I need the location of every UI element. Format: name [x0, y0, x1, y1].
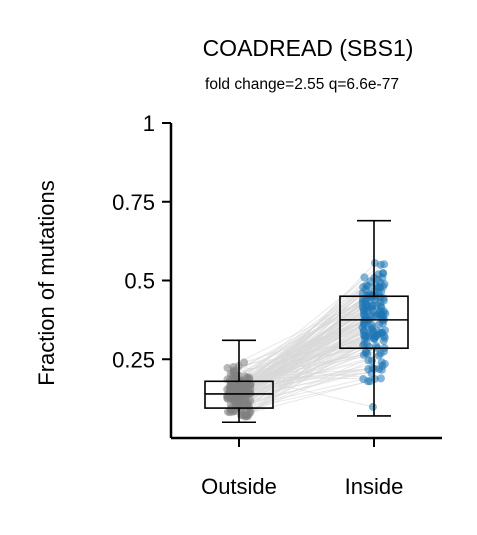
- point-inside: [368, 402, 377, 411]
- point-outside: [245, 381, 254, 390]
- point-inside: [364, 282, 373, 291]
- point-inside: [362, 339, 371, 348]
- data-points: [223, 259, 390, 421]
- y-tick-label: 0.25: [112, 347, 155, 372]
- pair-line: [248, 292, 379, 408]
- pair-line: [240, 337, 385, 411]
- pair-line: [247, 309, 369, 416]
- point-inside: [374, 351, 383, 360]
- point-inside: [358, 289, 367, 298]
- x-tick-label: Inside: [345, 474, 404, 499]
- point-inside: [369, 301, 378, 310]
- pair-line: [244, 378, 364, 408]
- y-axis-label: Fraction of mutations: [34, 180, 59, 385]
- pair-line: [246, 301, 366, 390]
- point-inside: [360, 319, 369, 328]
- pair-line: [240, 295, 376, 390]
- point-inside: [374, 288, 383, 297]
- box-iqr: [339, 295, 409, 350]
- point-inside: [376, 374, 385, 383]
- pair-line: [231, 264, 382, 387]
- point-inside: [368, 364, 377, 373]
- pair-line: [236, 336, 370, 388]
- pair-line: [240, 286, 364, 386]
- point-inside: [378, 361, 387, 370]
- box-plots: [204, 219, 409, 424]
- point-inside: [380, 333, 389, 342]
- pair-line: [241, 285, 369, 391]
- pair-line: [249, 367, 373, 386]
- point-outside: [238, 378, 247, 387]
- pair-line: [239, 319, 383, 382]
- chart-subtitle: fold change=2.55 q=6.6e-77: [205, 76, 399, 93]
- y-tick-label: 0.75: [112, 190, 155, 215]
- point-outside: [228, 370, 237, 379]
- pair-line: [227, 296, 371, 369]
- box-inside: [339, 219, 409, 417]
- point-inside: [366, 377, 375, 386]
- point-inside: [378, 269, 387, 278]
- axes: 0.25 0.5 0.75 1 Outside Inside: [112, 111, 442, 499]
- point-inside: [376, 260, 385, 269]
- point-outside: [237, 385, 246, 394]
- point-inside: [359, 375, 368, 384]
- pair-line: [229, 288, 367, 387]
- y-tick-label: 0.5: [124, 269, 155, 294]
- x-tick-label: Outside: [201, 474, 277, 499]
- pair-line: [235, 346, 370, 398]
- pair-line: [243, 360, 373, 416]
- point-inside: [363, 349, 372, 358]
- box-outside: [204, 339, 274, 424]
- point-inside: [367, 323, 376, 332]
- point-inside: [361, 332, 370, 341]
- pair-line: [246, 343, 365, 417]
- point-inside: [361, 297, 370, 306]
- point-outside: [223, 363, 232, 372]
- paired-lines: [226, 262, 386, 418]
- point-inside: [361, 312, 370, 321]
- point-inside: [374, 310, 383, 319]
- point-outside: [223, 407, 232, 416]
- point-outside: [243, 411, 252, 420]
- y-tick-label: 1: [143, 111, 155, 136]
- chart-title: COADREAD (SBS1): [203, 35, 414, 61]
- point-inside: [380, 280, 389, 289]
- point-inside: [360, 273, 369, 282]
- point-outside: [223, 394, 232, 403]
- point-outside: [240, 358, 249, 367]
- point-inside: [360, 303, 369, 312]
